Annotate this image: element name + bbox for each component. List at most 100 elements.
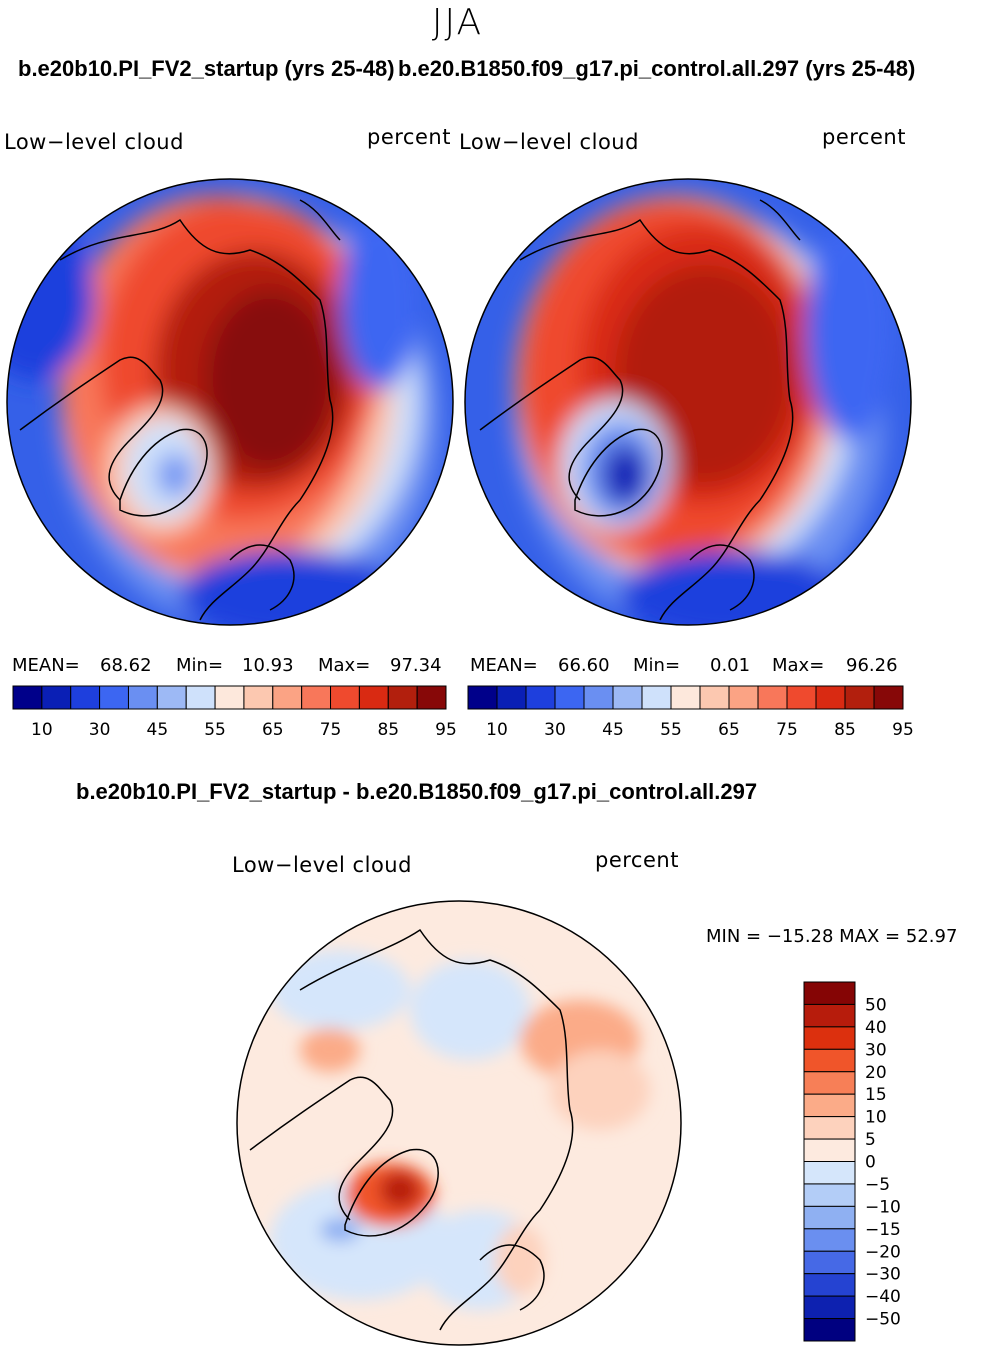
diff-minmax-label: MIN = −15.28 MAX = 52.97 [706, 926, 958, 947]
right-min-value: 0.01 [710, 655, 751, 676]
colorbar-tick-label: 95 [892, 720, 914, 740]
left-variable-label: Low−level cloud [4, 130, 184, 154]
colorbar-tick-label: −20 [865, 1242, 901, 1262]
colorbar-swatch [185, 685, 216, 710]
colorbar-swatch [243, 685, 274, 710]
colorbar-swatch [803, 981, 856, 1005]
colorbar-swatch [467, 685, 498, 710]
colorbar-swatch [583, 685, 614, 710]
colorbar-swatch [699, 685, 730, 710]
colorbar-swatch [803, 1183, 856, 1207]
left-min-label: Min= [176, 655, 224, 676]
right-min-label: Min= [633, 655, 681, 676]
colorbar-swatch [803, 1205, 856, 1230]
colorbar-swatch [803, 1273, 856, 1297]
left-max-label: Max= [318, 655, 371, 676]
colorbar-swatch [156, 685, 187, 710]
colorbar-tick-label: 40 [865, 1018, 887, 1038]
colorbar-swatch [786, 685, 817, 710]
colorbar-tick-label: 10 [486, 720, 508, 740]
colorbar-swatch [803, 1048, 856, 1073]
colorbar-swatch [803, 1138, 856, 1162]
colorbar-tick-label: 85 [834, 720, 856, 740]
colorbar-swatch [612, 685, 643, 710]
colorbar-swatch [272, 685, 303, 710]
colorbar-tick-label: 30 [865, 1040, 887, 1060]
colorbar-swatch [12, 685, 43, 710]
colorbar-swatch [525, 685, 556, 710]
left-colorbar: 10 30 45 55 65 75 85 95 [12, 685, 457, 740]
colorbar-swatch [70, 685, 101, 710]
colorbar-tick-label: 30 [544, 720, 566, 740]
right-units-label: percent [822, 125, 906, 149]
colorbar-tick-label: 5 [865, 1130, 876, 1150]
colorbar-swatch [803, 1003, 856, 1028]
colorbar-tick-label: 75 [320, 720, 342, 740]
colorbar-swatch [844, 685, 875, 710]
colorbar-swatch [301, 685, 332, 710]
colorbar-swatch [803, 1071, 856, 1095]
right-map [464, 178, 912, 626]
colorbar-swatch [214, 685, 245, 710]
colorbar-swatch [387, 685, 418, 710]
colorbar-tick-label: 30 [89, 720, 111, 740]
colorbar-tick-label: 10 [865, 1108, 887, 1128]
colorbar-swatch [803, 1161, 856, 1185]
right-colorbar: 10 30 45 55 65 75 85 95 [467, 685, 914, 740]
colorbar-swatch [41, 685, 72, 710]
colorbar-swatch [803, 1228, 856, 1252]
left-max-value: 97.34 [390, 655, 442, 676]
left-panel-title: b.e20b10.PI_FV2_startup (yrs 25-48) [18, 56, 395, 81]
colorbar-tick-label: −15 [865, 1220, 901, 1240]
difference-map [236, 900, 682, 1346]
colorbar-tick-label: −40 [865, 1287, 901, 1307]
season-title: JJA [431, 2, 484, 43]
colorbar-swatch [803, 1093, 856, 1118]
colorbar-swatch [127, 685, 158, 710]
right-mean-value: 66.60 [558, 655, 610, 676]
colorbar-swatch [803, 1116, 856, 1140]
left-units-label: percent [367, 125, 451, 149]
colorbar-swatch [496, 685, 527, 710]
colorbar-tick-label: 75 [776, 720, 798, 740]
colorbar-swatch [803, 1250, 856, 1275]
left-mean-label: MEAN= [12, 655, 80, 676]
right-mean-label: MEAN= [470, 655, 538, 676]
colorbar-tick-label: 20 [865, 1063, 887, 1083]
colorbar-tick-label: 95 [435, 720, 457, 740]
colorbar-tick-label: −10 [865, 1197, 901, 1217]
colorbar-tick-label: 55 [660, 720, 682, 740]
colorbar-tick-label: 15 [865, 1085, 887, 1105]
diff-units-label: percent [595, 848, 679, 872]
left-mean-value: 68.62 [100, 655, 152, 676]
colorbar-tick-label: 45 [602, 720, 624, 740]
colorbar-swatch [358, 685, 389, 710]
right-max-value: 96.26 [846, 655, 898, 676]
diff-variable-label: Low−level cloud [232, 853, 412, 877]
colorbar-swatch [554, 685, 585, 710]
colorbar-tick-label: 85 [377, 720, 399, 740]
left-map [6, 178, 454, 626]
diff-panel-title: b.e20b10.PI_FV2_startup - b.e20.B1850.f0… [76, 779, 758, 804]
colorbar-swatch [803, 1026, 856, 1050]
colorbar-tick-label: 10 [31, 720, 53, 740]
colorbar-swatch [670, 685, 701, 710]
colorbar-tick-label: 45 [147, 720, 169, 740]
colorbar-tick-label: −30 [865, 1265, 901, 1285]
colorbar-tick-label: −5 [865, 1175, 890, 1195]
colorbar-swatch [728, 685, 759, 710]
colorbar-tick-label: 65 [718, 720, 740, 740]
colorbar-tick-label: 65 [262, 720, 284, 740]
right-panel-title: b.e20.B1850.f09_g17.pi_control.all.297 (… [398, 56, 916, 81]
colorbar-tick-label: 0 [865, 1153, 876, 1173]
colorbar-swatch [803, 1295, 856, 1320]
right-max-label: Max= [772, 655, 825, 676]
colorbar-tick-label: 55 [204, 720, 226, 740]
left-min-value: 10.93 [242, 655, 294, 676]
colorbar-swatch [873, 685, 904, 710]
colorbar-tick-label: 50 [865, 995, 887, 1015]
colorbar-swatch [99, 685, 129, 710]
colorbar-tick-label: −50 [865, 1310, 901, 1330]
